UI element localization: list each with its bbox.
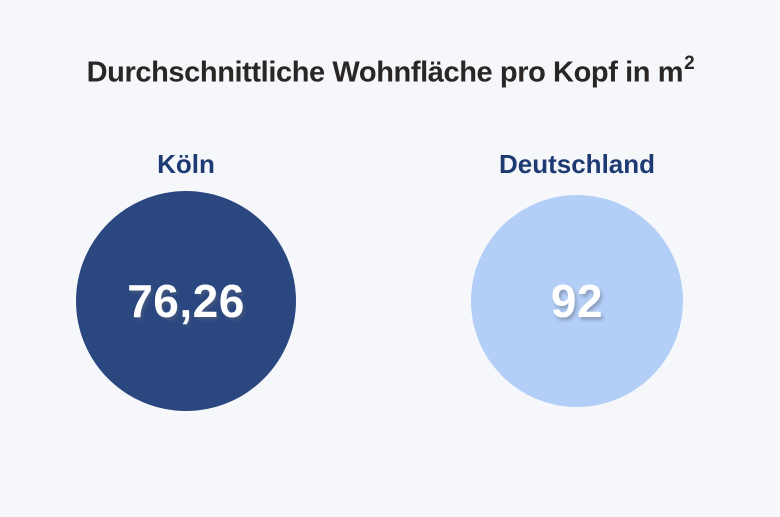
bubble-value-koeln: 76,26 xyxy=(127,275,245,327)
bubble-value-deutschland: 92 xyxy=(550,275,604,327)
bubble-circle-deutschland: 92 xyxy=(471,195,683,407)
bubble-circle-koeln: 76,26 xyxy=(76,191,296,411)
bubble-group-koeln: Köln 76,26 xyxy=(76,150,296,411)
category-label-deutschland: Deutschland xyxy=(498,149,656,179)
category-label-koeln: Köln xyxy=(157,149,215,179)
bubble-group-deutschland: Deutschland 92 xyxy=(471,150,683,407)
chart-title: Durchschnittliche Wohnfläche pro Kopf in… xyxy=(0,53,780,90)
chart-title-superscript: 2 xyxy=(684,53,695,74)
chart-title-text: Durchschnittliche Wohnfläche pro Kopf in… xyxy=(86,56,684,89)
